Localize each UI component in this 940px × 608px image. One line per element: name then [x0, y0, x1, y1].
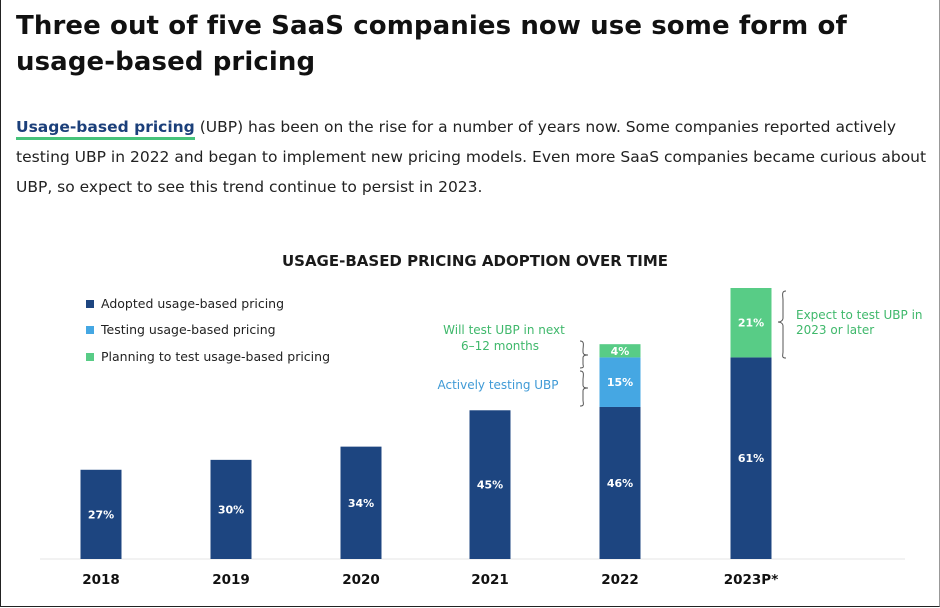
article-headline: Three out of five SaaS companies now use… [16, 11, 847, 77]
annotation-expect-line2: 2023 or later [796, 323, 874, 337]
bar-2022-series-2 [599, 344, 641, 358]
data-label-2022-series-0: 46% [607, 477, 633, 490]
chart-legend: Adopted usage-based pricing Testing usag… [86, 296, 330, 364]
data-label-2023P*-series-0: 61% [738, 452, 764, 465]
bar-2019-series-0 [210, 459, 252, 559]
usage-based-pricing-link[interactable]: Usage-based pricing [16, 118, 195, 140]
data-label-2022-series-2: 4% [611, 345, 630, 358]
annotation-will-test-line2: 6–12 months [461, 339, 539, 353]
data-label-2020-series-0: 34% [348, 497, 374, 510]
intro-paragraph: Usage-based pricing (UBP) has been on th… [16, 112, 928, 202]
data-label-2019-series-0: 30% [218, 503, 244, 516]
annotation-expect: Expect to test UBP in 2023 or later [777, 290, 923, 359]
legend-label-adopted: Adopted usage-based pricing [101, 296, 284, 311]
x-tick-2023P*: 2023P* [724, 572, 779, 588]
data-label-2018-series-0: 27% [88, 508, 114, 521]
bar-2020-series-0 [340, 446, 382, 559]
legend-label-planning: Planning to test usage-based pricing [101, 349, 330, 364]
annotation-actively-testing: Actively testing UBP [437, 370, 589, 407]
legend-swatch-planning [86, 353, 94, 361]
intro-text: (UBP) has been on the rise for a number … [16, 118, 927, 196]
chart-title: USAGE-BASED PRICING ADOPTION OVER TIME [282, 252, 668, 270]
bar-2021-series-0 [469, 410, 511, 559]
x-tick-2018: 2018 [82, 572, 120, 588]
bars-layer: 27% 30% 34% 45% 46% 15% 4% 61% 21% [80, 288, 772, 559]
annotation-will-test-line1: Will test UBP in next [443, 323, 565, 337]
bar-2023P*-series-0 [730, 357, 772, 559]
x-tick-2022: 2022 [601, 572, 639, 588]
bracket-expect [777, 290, 787, 359]
bar-2023P*-series-2 [730, 288, 772, 358]
bracket-will-test [579, 340, 589, 369]
x-tick-2020: 2020 [342, 572, 380, 588]
legend-swatch-testing [86, 326, 94, 334]
data-label-2023P*-series-2: 21% [738, 317, 764, 330]
bar-2022-series-1 [599, 357, 641, 407]
bar-2022-series-0 [599, 406, 641, 559]
annotation-expect-line1: Expect to test UBP in [796, 308, 923, 322]
x-tick-2021: 2021 [471, 572, 509, 588]
bar-2018-series-0 [80, 469, 122, 559]
legend-swatch-adopted [86, 300, 94, 308]
bracket-actively-testing [579, 370, 589, 407]
legend-label-testing: Testing usage-based pricing [100, 322, 276, 337]
annotation-will-test: Will test UBP in next 6–12 months [443, 323, 589, 369]
x-tick-2019: 2019 [212, 572, 250, 588]
data-label-2021-series-0: 45% [477, 479, 503, 492]
annotation-actively-testing-text: Actively testing UBP [437, 378, 558, 392]
data-label-2022-series-1: 15% [607, 376, 633, 389]
x-axis-ticks: 2018 2019 2020 2021 2022 2023P* [82, 572, 778, 588]
